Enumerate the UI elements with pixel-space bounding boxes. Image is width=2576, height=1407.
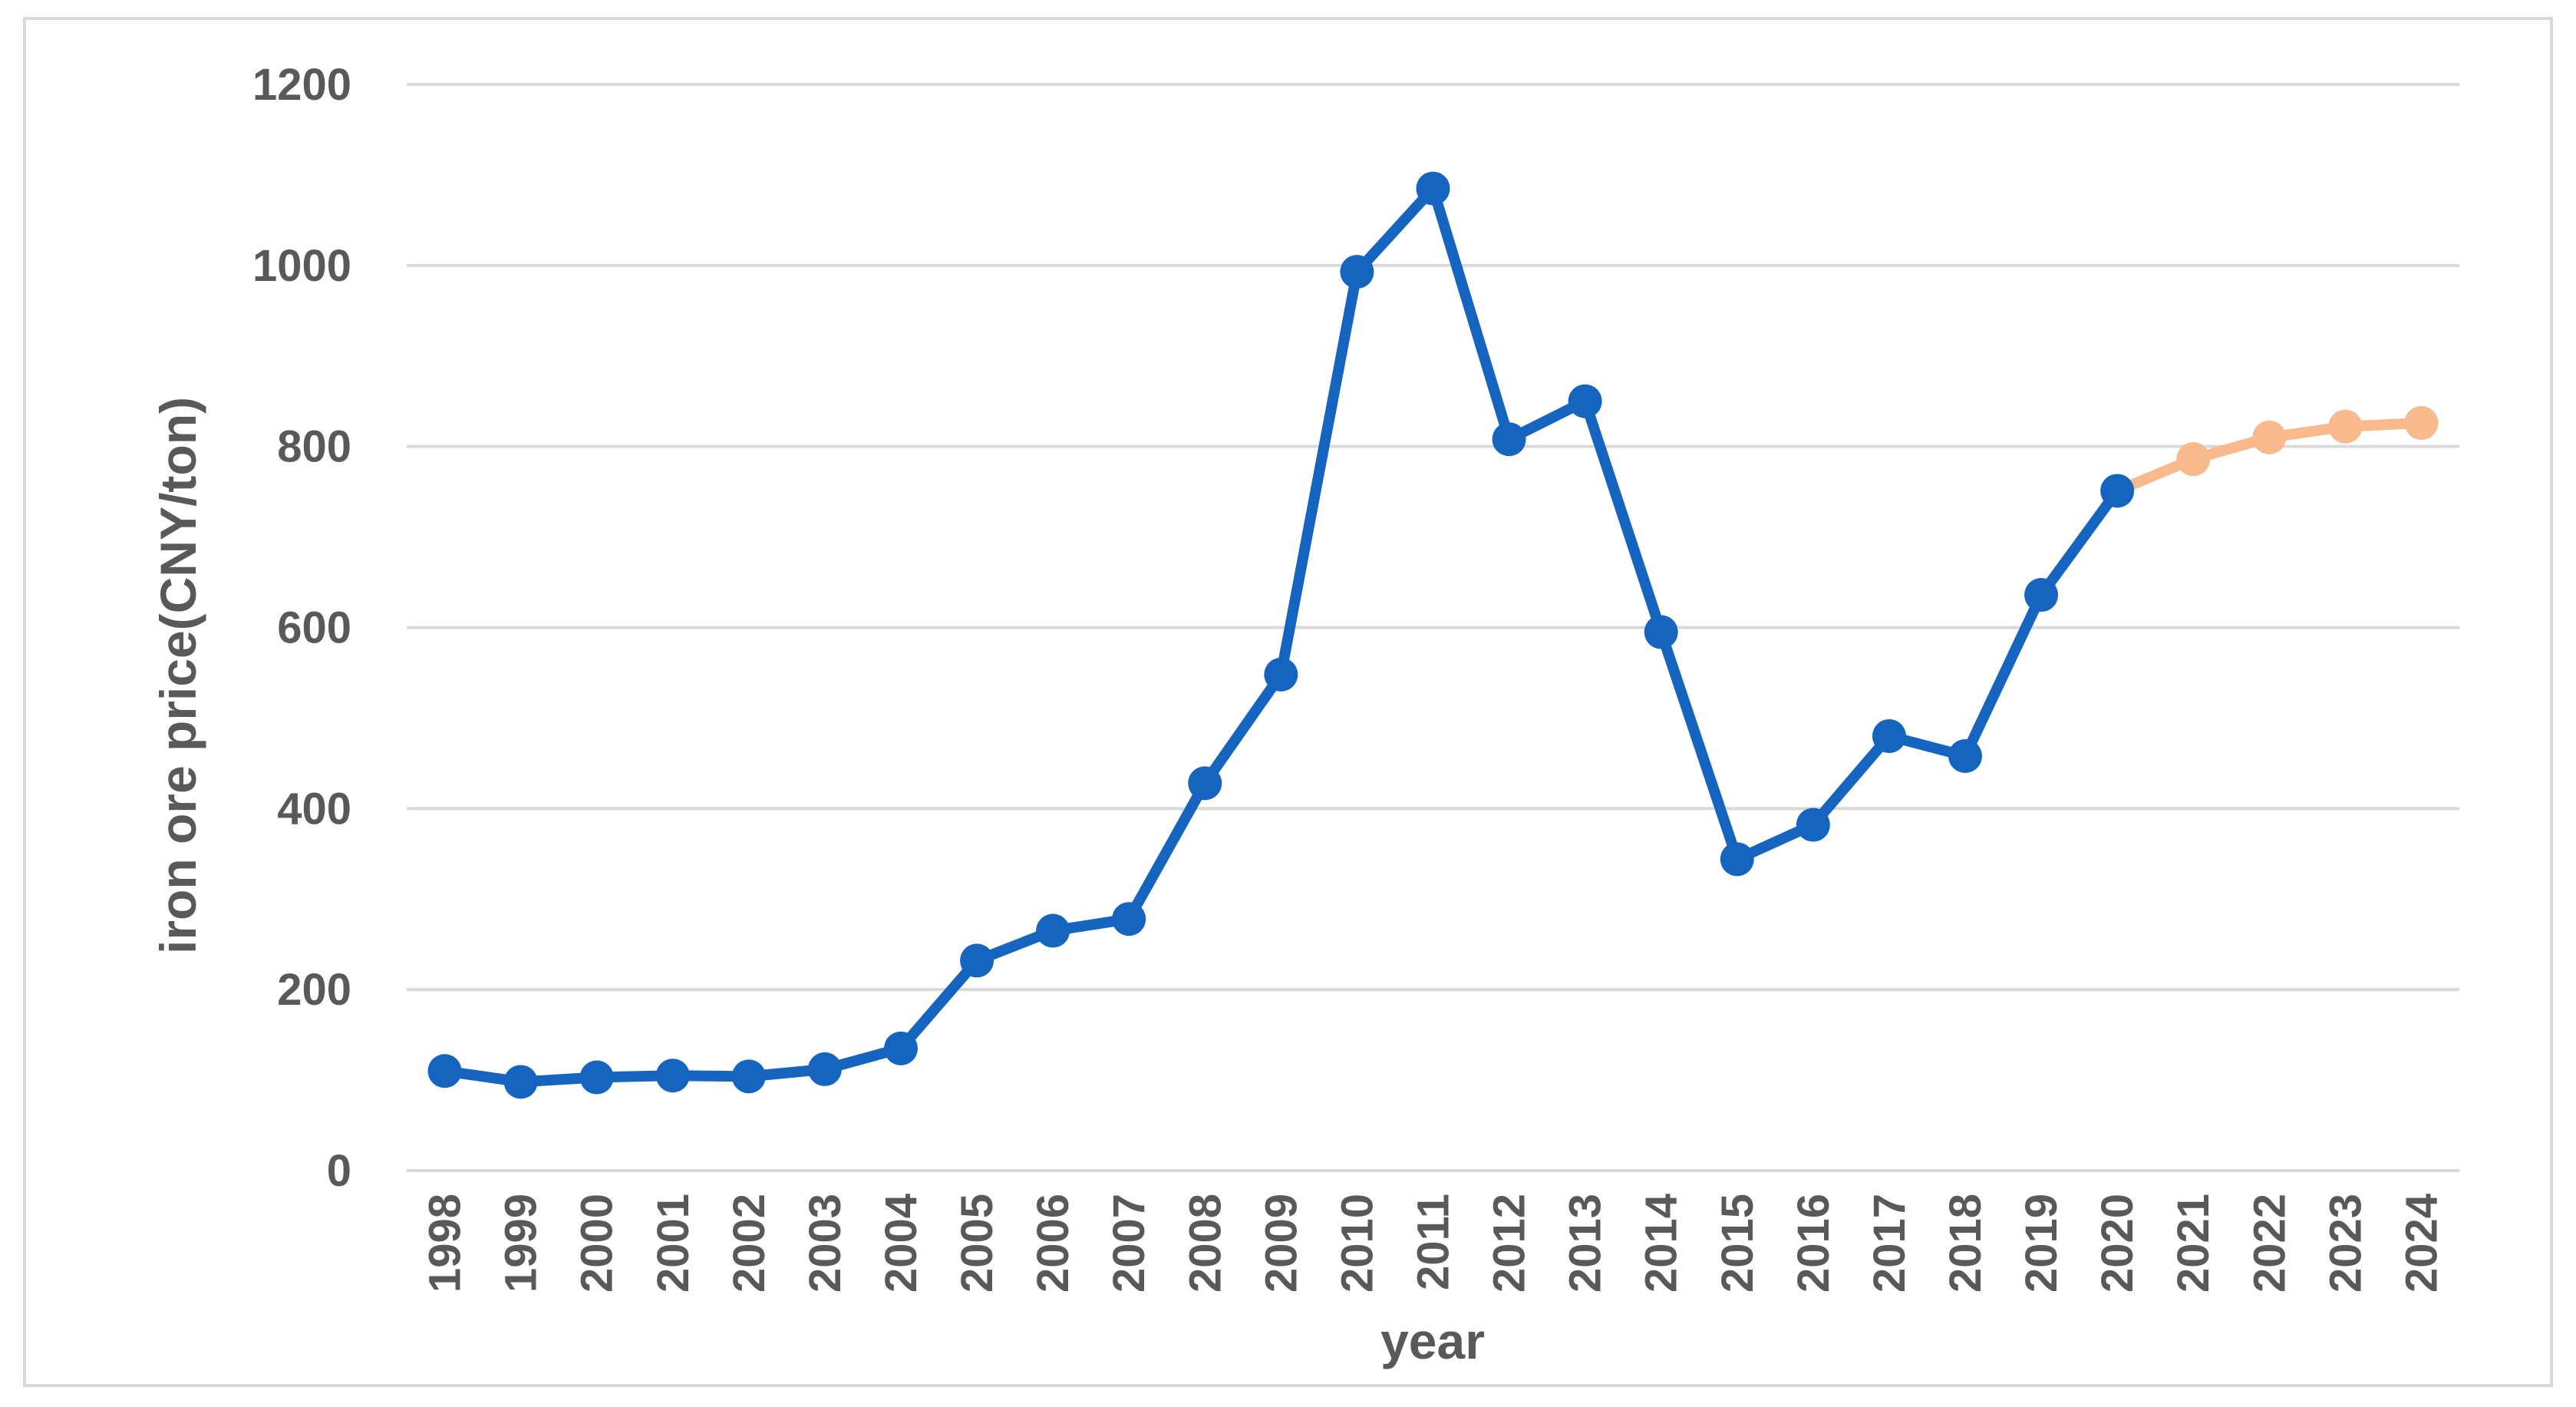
data-point [960,943,994,978]
data-point [1644,615,1678,649]
x-tick-label: 2024 [2396,1194,2446,1293]
x-tick-label: 2022 [2245,1194,2294,1293]
data-point [731,1059,766,1094]
x-tick-label: 2014 [1637,1194,1687,1293]
y-tick-label: 1200 [252,60,351,110]
x-tick-label: 2005 [952,1194,1002,1293]
y-axis-title: iron ore price(CNY/ton) [150,397,206,954]
series-points [427,171,2439,1099]
y-tick-label: 0 [327,1146,351,1196]
y-tick-label: 400 [277,784,351,834]
x-tick-label: 2001 [648,1194,698,1293]
data-point [1720,842,1754,877]
data-point [1340,255,1374,289]
x-tick-label: 2023 [2320,1194,2370,1293]
data-point [2404,406,2439,441]
data-point [883,1031,918,1065]
chart-frame [23,17,2553,1387]
x-tick-label: 2017 [1865,1194,1915,1293]
x-axis-title: year [1380,1313,1485,1369]
y-tick-label: 600 [277,603,351,653]
x-tick-label: 2003 [800,1194,850,1293]
data-point [2328,409,2363,444]
y-tick-label: 1000 [252,241,351,291]
x-tick-label: 2009 [1256,1194,1306,1293]
data-point [1568,384,1602,418]
data-point [2252,420,2287,454]
data-point [1036,913,1070,948]
x-tick-label: 2016 [1789,1194,1839,1293]
series-lines [439,183,2427,1088]
data-point [2176,442,2211,477]
x-tick-label: 2020 [2093,1194,2142,1293]
x-tick-label: 2006 [1028,1194,1078,1293]
x-tick-label: 1998 [421,1194,470,1293]
x-tick-label: 2008 [1180,1194,1230,1293]
x-tick-label: 2010 [1332,1194,1382,1293]
x-tick-label: 2011 [1409,1194,1459,1290]
data-point [1112,902,1146,936]
data-point [1872,719,1906,753]
y-axis-ticks: 0 200 400 600 800 1000 1200 [252,60,351,1196]
y-tick-label: 800 [277,422,351,472]
data-point [1492,422,1526,457]
data-point [1188,766,1222,801]
data-point [1264,657,1298,692]
x-tick-label: 2018 [1941,1194,1991,1293]
x-tick-label: 2002 [724,1194,774,1293]
x-axis-ticks: 1998 1999 2000 2001 2002 2003 2004 2005 2006 2007… [421,1194,2447,1293]
x-tick-label: 2021 [2169,1194,2218,1293]
x-tick-label: 2015 [1713,1194,1763,1293]
data-point [1416,171,1450,206]
y-tick-label: 200 [277,965,351,1015]
x-tick-label: 2000 [572,1194,622,1293]
x-tick-label: 2004 [876,1194,926,1293]
x-tick-label: 2019 [2017,1194,2066,1293]
data-point [427,1054,462,1088]
data-point [1948,738,1983,773]
x-tick-label: 1999 [496,1194,546,1293]
x-tick-label: 2007 [1104,1194,1154,1293]
data-point [2024,578,2059,613]
gridlines [407,83,2459,1172]
x-tick-label: 2012 [1485,1194,1535,1293]
series-line [439,183,2123,1088]
data-point [579,1060,614,1095]
data-point [503,1065,538,1099]
data-point [807,1052,842,1086]
data-point [655,1059,690,1093]
data-point [2100,474,2135,508]
x-tick-label: 2013 [1561,1194,1611,1293]
data-point [1796,808,1830,842]
